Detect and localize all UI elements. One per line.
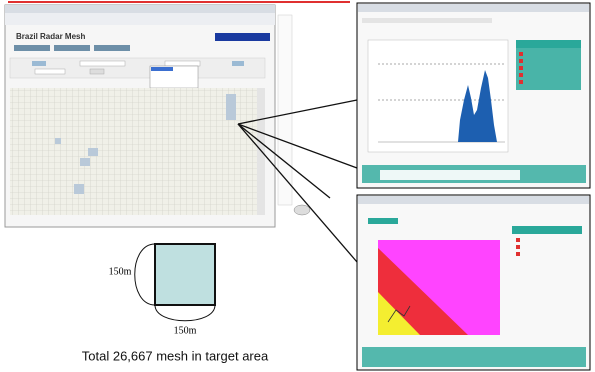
header-button[interactable]: [215, 33, 270, 41]
mesh-diagram: 150m 150m Total 26,667 mesh in target ar…: [82, 244, 269, 363]
field[interactable]: [80, 61, 125, 66]
toolbar: [10, 58, 265, 78]
panel-title-bar: [358, 196, 589, 204]
side-brace: [135, 244, 155, 305]
button[interactable]: [90, 69, 104, 74]
field[interactable]: [32, 61, 46, 66]
legend-header: [516, 40, 581, 48]
browser-bar: [5, 13, 275, 25]
caption: Total 26,667 mesh in target area: [82, 348, 269, 363]
app-title: Brazil Radar Mesh: [16, 32, 85, 41]
bottom-brace: [155, 305, 215, 321]
side-label: 150m: [109, 266, 132, 277]
button[interactable]: [232, 61, 244, 66]
data-table-cells: [380, 170, 520, 180]
tab[interactable]: [94, 45, 130, 51]
rainfall-panel: [357, 3, 590, 188]
field[interactable]: [165, 61, 200, 66]
legend-box: [516, 48, 581, 90]
bottom-label: 150m: [174, 325, 197, 336]
tab[interactable]: [54, 45, 90, 51]
app-window: Brazil Radar Mesh: [5, 5, 310, 227]
side-strip: [278, 15, 292, 205]
legend-swatches: [516, 238, 520, 256]
legend-header: [512, 226, 582, 234]
field[interactable]: [35, 69, 65, 74]
risk-panel: [357, 195, 590, 370]
figure: Brazil Radar Mesh: [0, 0, 595, 372]
tab[interactable]: [14, 45, 50, 51]
mesh-cell: [155, 244, 215, 305]
icon[interactable]: [294, 205, 310, 215]
tab[interactable]: [368, 218, 398, 224]
panel-header: [362, 18, 492, 23]
dropdown-selected[interactable]: [151, 67, 173, 71]
data-table: [362, 347, 586, 367]
panel-title-bar: [358, 4, 589, 12]
title-bar: [5, 5, 275, 13]
